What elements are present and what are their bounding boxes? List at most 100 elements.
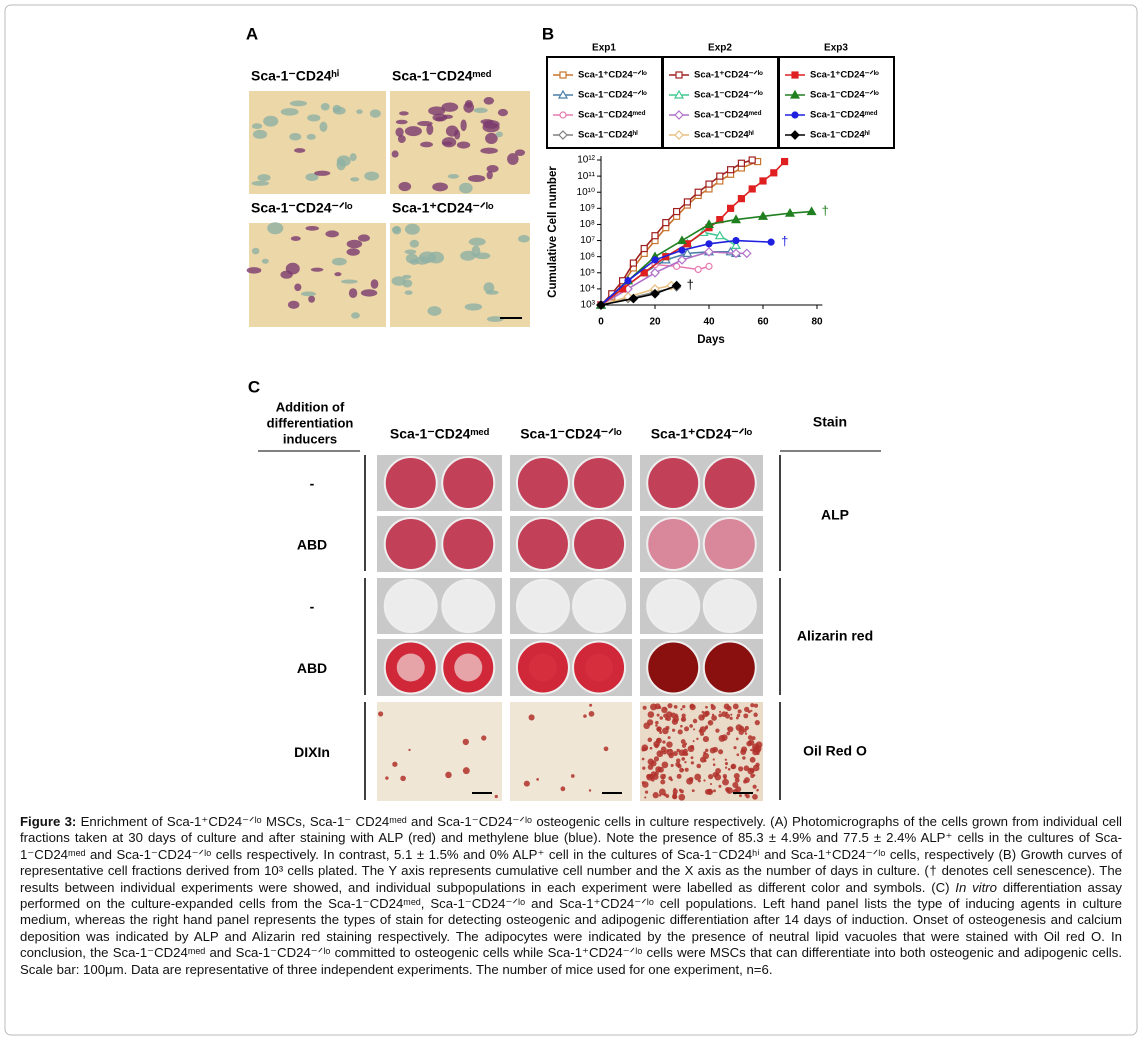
well: [383, 579, 438, 633]
well: [646, 517, 701, 571]
lipid-droplet: [660, 779, 666, 785]
cell: [398, 181, 412, 192]
cell: [251, 180, 270, 186]
lipid-droplet: [732, 781, 739, 788]
lipid-droplet: [670, 763, 674, 768]
lipid-droplet: [712, 771, 718, 778]
lipid-droplet: [735, 737, 739, 741]
row-label: ABD: [297, 537, 327, 553]
lipid-droplet: [662, 727, 669, 735]
stain-label: Oil Red O: [803, 743, 867, 759]
lipid-droplet: [755, 762, 760, 767]
x-axis-label: Days: [697, 334, 725, 346]
lipid-droplet: [713, 789, 716, 793]
lipid-droplet: [656, 738, 660, 742]
lipid-droplet: [650, 703, 657, 711]
cell: [364, 171, 380, 181]
well-center: [396, 653, 425, 682]
lipid-droplet: [701, 715, 705, 719]
row-label: DIXIn: [294, 744, 330, 760]
lipid-droplet: [730, 764, 736, 769]
caption-text: Enrichment of Sca-1⁺CD24⁻ᐟˡᵒ MSCs, Sca-1…: [20, 814, 1122, 895]
marker: [651, 232, 659, 240]
lipid-droplet: [750, 748, 753, 752]
marker: [704, 246, 714, 257]
lipid-droplet: [712, 758, 715, 761]
marker: [757, 211, 769, 220]
lipid-droplet: [680, 739, 686, 745]
well: [646, 579, 701, 633]
cell: [507, 153, 519, 165]
legend-label: Sca-1⁻CD24ᵐᵉᵈ: [578, 110, 646, 121]
cell: [300, 291, 317, 297]
lipid-droplet: [729, 716, 733, 720]
marker: [624, 277, 632, 285]
lipid-droplet: [672, 716, 679, 723]
lipid-droplet: [747, 767, 755, 775]
well: [572, 456, 627, 510]
lipid-droplet: [736, 713, 741, 718]
marker: [640, 244, 648, 253]
lipid-droplet: [661, 761, 669, 769]
cell: [447, 173, 460, 179]
y-tick-label: 10⁷: [580, 235, 595, 246]
lipid-droplet: [661, 706, 668, 714]
lipid-droplet: [462, 767, 470, 775]
legend-label: Sca-1⁻CD24⁻ᐟˡᵒ: [578, 90, 647, 101]
lipid-droplet: [655, 724, 658, 727]
lipid-droplet: [732, 703, 739, 710]
lipid-droplet: [733, 746, 737, 750]
lipid-droplet: [652, 773, 659, 780]
lipid-droplet: [665, 794, 670, 798]
x-tick-label: 20: [649, 317, 661, 328]
lipid-droplet: [736, 753, 740, 757]
cell: [294, 283, 302, 292]
cell: [340, 279, 358, 284]
lipid-droplet: [754, 720, 760, 726]
marker: [629, 259, 638, 267]
stain-label: Alizarin red: [797, 628, 873, 644]
marker: [716, 172, 724, 180]
lipid-droplet: [643, 722, 650, 730]
marker: [726, 166, 735, 174]
lipid-droplet: [753, 712, 758, 717]
lipid-droplet: [658, 705, 662, 709]
lipid-droplet: [445, 771, 452, 779]
lipid-droplet: [655, 720, 659, 725]
lipid-droplet: [727, 767, 731, 771]
marker: [559, 71, 567, 79]
lipid-droplet: [642, 766, 646, 770]
cell: [463, 102, 475, 113]
lipid-droplet: [644, 796, 647, 799]
lipid-droplet: [658, 788, 666, 796]
marker: [731, 248, 741, 259]
lipid-droplet: [724, 758, 728, 761]
column-header: Sca-1⁻CD24⁻ᐟˡᵒ: [520, 426, 622, 442]
marker: [705, 180, 713, 188]
legend-label: Sca-1⁻CD24ʰⁱ: [810, 129, 870, 141]
marker: [730, 214, 742, 224]
lipid-droplet: [746, 740, 752, 747]
lipid-droplet: [711, 713, 715, 716]
lipid-droplet: [667, 736, 671, 740]
legend-box: [778, 56, 895, 149]
cell: [251, 123, 263, 129]
cell: [287, 300, 300, 309]
legend-label: Sca-1⁻CD24ʰⁱ: [694, 129, 754, 141]
panel-label: B: [542, 24, 554, 43]
lipid-droplet: [681, 713, 686, 718]
lipid-droplet: [699, 731, 705, 736]
marker: [767, 238, 775, 246]
well: [441, 456, 496, 510]
lipid-droplet: [741, 746, 748, 753]
lipid-droplet: [718, 713, 723, 718]
left-header: differentiation: [267, 415, 354, 430]
lipid-droplet: [726, 787, 733, 794]
well: [515, 517, 570, 571]
lipid-droplet: [744, 732, 748, 735]
photo-caption: Sca-1⁻CD24⁻ᐟˡᵒ: [251, 200, 353, 216]
lipid-droplet: [528, 714, 535, 721]
well-center: [454, 653, 483, 682]
lipid-droplet: [709, 782, 713, 786]
lipid-droplet: [523, 780, 530, 787]
